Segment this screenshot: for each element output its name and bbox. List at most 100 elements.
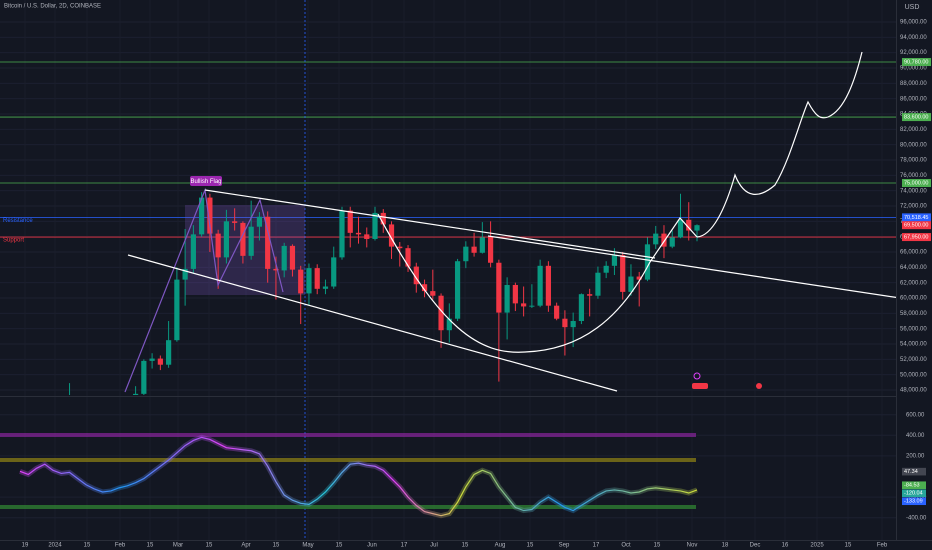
x-tick-label: Dec — [750, 543, 761, 549]
candle-body — [644, 244, 651, 280]
x-tick-label: 15 — [462, 543, 469, 549]
x-tick-label: Nov — [687, 543, 698, 549]
currency: USD — [905, 4, 920, 11]
y-tick-label: 400.00 — [906, 433, 925, 439]
candle-body — [355, 232, 362, 235]
flag-zigzag — [124, 187, 284, 393]
trend-line — [487, 235, 896, 299]
price-tag-box — [902, 221, 931, 230]
symbol-title: Bitcoin / U.S. Dollar, 2D, COINBASE — [4, 4, 101, 10]
y-tick-label: 88,000.00 — [900, 81, 927, 87]
candle-body — [521, 303, 527, 307]
x-tick-label: Mar — [173, 543, 183, 549]
y-tick-label: 600.00 — [906, 412, 925, 418]
candle-body — [157, 358, 163, 365]
x-tick-label: 2025 — [810, 543, 824, 549]
price-tag-box — [902, 113, 931, 122]
y-tick-label: 52,000.00 — [900, 357, 927, 363]
candle-body — [529, 305, 535, 307]
oscillator-glow — [19, 434, 698, 519]
indicator-tag-label: -133.09 — [904, 499, 923, 505]
x-tick-label: 18 — [722, 543, 729, 549]
candle-body — [570, 321, 576, 328]
x-tick-label: 15 — [654, 543, 661, 549]
x-tick-label: 2024 — [48, 543, 62, 549]
grid — [0, 21, 896, 519]
candle-body — [603, 265, 609, 273]
x-tick-label: Feb — [877, 543, 888, 549]
indicator-tag: -120.04 — [902, 489, 926, 498]
price-tag-box — [902, 213, 931, 222]
candle-body — [108, 426, 113, 451]
candle-body — [454, 261, 461, 319]
candle-body — [562, 318, 568, 328]
indicator-tag-label: -84.53 — [904, 483, 920, 489]
candle-body — [487, 237, 494, 263]
candle-body — [166, 340, 172, 365]
candle-body — [265, 216, 271, 269]
candle-body — [587, 294, 593, 296]
price-tag: 83,600.00 — [902, 113, 931, 122]
x-tick-label: Jul — [430, 543, 438, 549]
x-tick-label: 17 — [401, 543, 408, 549]
candle-body — [59, 419, 64, 421]
event-icon — [692, 383, 708, 389]
candle-body — [75, 402, 80, 430]
x-tick-label: 15 — [147, 543, 154, 549]
axes: 48,000.00 50,000.00 52,000.00 54,000.00 56,0… — [3, 20, 931, 549]
candle-body — [182, 268, 188, 280]
drawings — [124, 51, 896, 393]
y-tick-label: 56,000.00 — [900, 326, 927, 332]
y-tick-label: 96,000.00 — [900, 20, 927, 26]
candle-body — [190, 234, 196, 269]
candle-body — [677, 219, 684, 238]
x-tick-label: Oct — [621, 543, 631, 549]
event-icon — [756, 383, 762, 389]
y-tick-label: 60,000.00 — [900, 296, 927, 302]
x-tick-label: 15 — [206, 543, 213, 549]
price-tag-box — [902, 233, 931, 242]
candle-body — [479, 237, 485, 253]
candle-body — [174, 279, 180, 341]
candle-body — [83, 430, 88, 431]
projection — [696, 51, 863, 238]
y-tick-label: 82,000.00 — [900, 127, 927, 133]
candle-body — [496, 262, 502, 313]
candle-body — [661, 233, 667, 247]
x-tick-label: Sep — [559, 543, 570, 549]
indicator-band — [0, 433, 696, 437]
candle-body — [438, 295, 444, 331]
x-tick-label: 15 — [845, 543, 852, 549]
candle-body — [694, 225, 700, 231]
trend-line — [204, 189, 656, 259]
price-tag: 90,780.00 — [902, 58, 931, 67]
indicator-tag-box — [902, 497, 926, 506]
y-tick-label: 80,000.00 — [900, 142, 927, 148]
candle-body — [620, 255, 626, 292]
y-tick-label: 50,000.00 — [900, 372, 927, 378]
y-tick-label: 64,000.00 — [900, 265, 927, 271]
candle-body — [669, 237, 675, 247]
candle-body — [554, 305, 560, 319]
y-tick-label: 200.00 — [906, 453, 925, 459]
y-tick-label: 90,000.00 — [900, 66, 927, 72]
indicator-band — [0, 505, 696, 509]
indicator-tag: -84.53 — [902, 481, 926, 490]
x-tick-label: 15 — [273, 543, 280, 549]
indicator-tag: 47.34 — [902, 467, 926, 476]
price-tag-label: 69,500.00 — [904, 223, 928, 229]
candle-body — [256, 216, 263, 227]
y-tick-label: -400.00 — [906, 515, 927, 521]
indicator — [19, 434, 698, 519]
candles — [59, 192, 700, 451]
candle-body — [421, 284, 428, 292]
candle-body — [207, 197, 213, 234]
x-tick-label: 15 — [84, 543, 91, 549]
candle-body — [281, 245, 287, 271]
candle-body — [132, 393, 139, 395]
indicator-tag-box — [902, 489, 926, 498]
y-tick-label: 86,000.00 — [900, 96, 927, 102]
price-tag-label: 67,950.00 — [904, 235, 928, 241]
x-tick-label: 16 — [782, 543, 789, 549]
indicator-tag: -133.09 — [902, 497, 926, 506]
